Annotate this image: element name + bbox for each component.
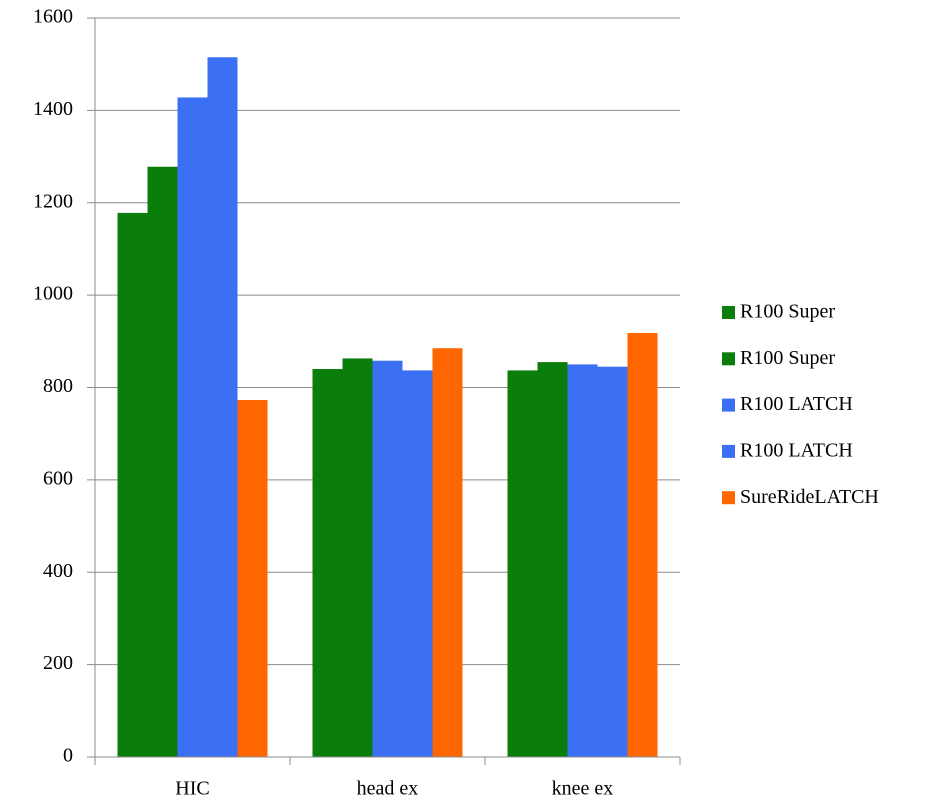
legend-label: R100 Super [740, 301, 835, 323]
bar [312, 369, 343, 757]
x-tick-label: HIC [175, 778, 209, 800]
y-tick-label: 1600 [33, 6, 73, 28]
bar [372, 360, 403, 757]
legend-swatch [722, 398, 735, 412]
y-tick-label: 800 [43, 375, 73, 397]
x-tick-label: knee ex [552, 778, 614, 800]
y-tick-label: 1000 [33, 283, 73, 305]
y-tick-label: 200 [43, 652, 73, 674]
y-tick-label: 600 [43, 467, 73, 489]
y-tick-label: 400 [43, 560, 73, 582]
bar [432, 348, 463, 757]
legend-swatch [722, 491, 735, 505]
bar [342, 358, 373, 757]
bar [177, 97, 208, 757]
legend-label: R100 LATCH [740, 393, 853, 415]
legend-label: SureRideLATCH [740, 486, 879, 508]
bar [117, 212, 148, 757]
legend-swatch [722, 352, 735, 366]
bar [507, 370, 538, 757]
legend-swatch [722, 306, 735, 319]
bar [537, 362, 568, 757]
legend-label: R100 LATCH [740, 439, 853, 461]
y-tick-label: 1400 [33, 98, 73, 120]
legend-swatch [722, 444, 735, 458]
bar [207, 57, 238, 757]
bar [402, 370, 433, 757]
y-tick-label: 0 [63, 745, 73, 767]
bar [147, 166, 178, 757]
x-tick-label: head ex [357, 778, 419, 800]
bar [627, 332, 658, 757]
legend-label: R100 Super [740, 347, 835, 369]
bar [237, 399, 268, 757]
bar [597, 366, 628, 757]
y-tick-label: 1200 [33, 190, 73, 212]
bar [567, 364, 598, 757]
